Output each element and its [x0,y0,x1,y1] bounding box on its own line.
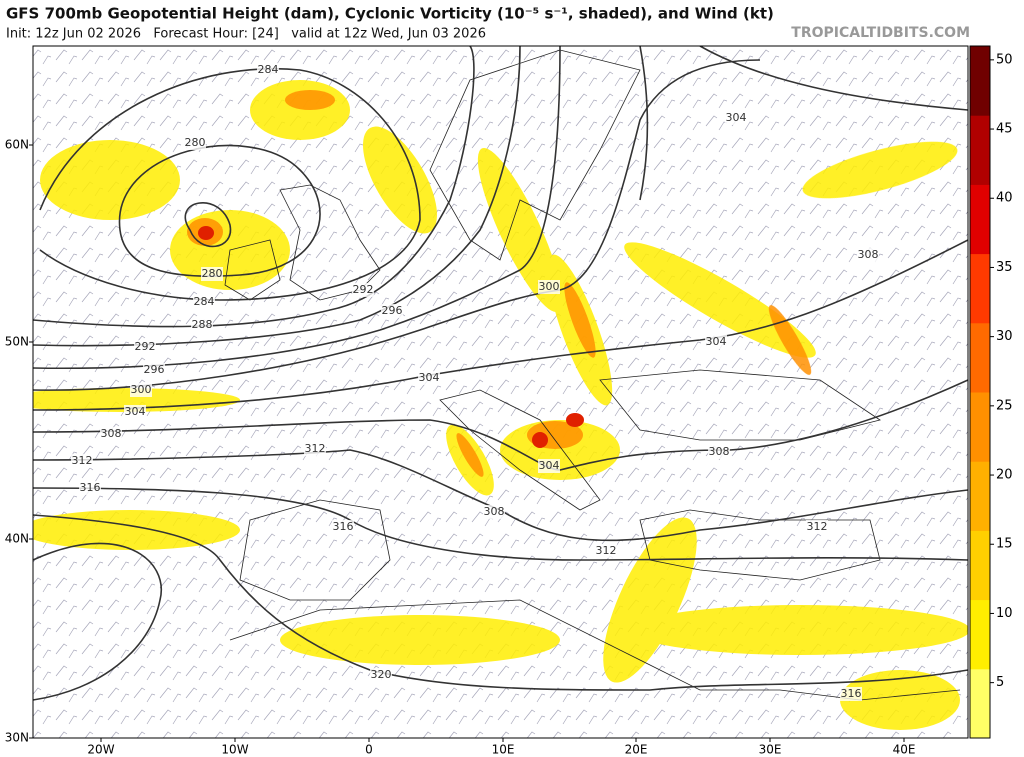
colorbar-tick-label: 30 [996,329,1013,344]
map-frame [32,45,969,739]
contour-label: 300 [131,383,152,396]
contour-label: 312 [72,454,93,467]
colorbar-tick-label: 15 [996,537,1013,552]
lon-label: 10W [221,743,248,757]
contour-label: 316 [841,687,862,700]
contour-label: 288 [192,318,213,331]
contour-label-bg [538,459,560,473]
colorbar-band [970,253,990,324]
contour-label: 308 [484,505,505,518]
contour-label-bg [595,544,617,558]
contour-label-bg [806,520,828,534]
contour-label: 316 [333,520,354,533]
subtitle: Init: 12z Jun 02 2026 Forecast Hour: [24… [6,27,486,42]
contour-label-bg [191,318,213,332]
colorbar-band [970,392,990,462]
colorbar-band [970,115,990,185]
contour-label-bg [304,442,326,456]
contour-label-bg [381,304,403,318]
colorbar-band [970,46,990,116]
colorbar-band [970,530,990,601]
contour-label-bg [71,454,93,468]
vorticity-shading [33,80,968,730]
contour-label-bg [538,280,560,294]
contour-label: 292 [353,283,374,296]
lon-label: 10E [492,743,515,757]
contour-label-bg [130,383,152,397]
lon-label: 0 [365,743,373,757]
contour-label-bg [257,63,279,77]
colorbar-tick-label: 25 [996,398,1013,413]
colorbar-band [970,599,990,670]
contour-label: 280 [185,136,206,149]
contour-label: 304 [419,371,440,384]
colorbar-band [970,668,990,739]
contour-label-bg [134,340,156,354]
title: GFS 700mb Geopotential Height (dam), Cyc… [6,5,774,23]
contour-label-bg [352,283,374,297]
watermark: TROPICALTIDBITS.COM [791,25,970,41]
contour-label-bg [79,481,101,495]
contour-label-bg [483,505,505,519]
contour-label: 320 [371,668,392,681]
lon-label: 20W [87,743,114,757]
colorbar-band [970,461,990,531]
contour-label-bg [100,427,122,441]
lon-label: 30E [759,743,782,757]
colorbar-tick-label: 20 [996,468,1013,483]
contour-label-bg [725,111,747,125]
colorbar-tick-label: 35 [996,260,1013,275]
colorbar-tick-label: 40 [996,191,1013,206]
contour-label-bg [857,248,879,262]
contour-label-bg [332,520,354,534]
contour-label-bg [708,445,730,459]
colorbar-band [970,322,990,393]
colorbar-tick-label: 50 [996,52,1013,67]
contour-label: 296 [144,363,165,376]
lat-label: 40N [5,532,29,546]
map-area [33,46,968,738]
contour-label: 280 [202,267,223,280]
lat-label: 60N [5,138,29,152]
colorbar-frame [969,45,991,739]
contour-label-bg [840,687,862,701]
contour-label-bg [418,371,440,385]
lat-label: 50N [5,335,29,349]
contour-label: 304 [539,459,560,472]
contour-label: 304 [125,405,146,418]
contour-label: 284 [258,63,279,76]
contour-label: 308 [858,248,879,261]
contour-label: 300 [539,280,560,293]
contour-label: 292 [135,340,156,353]
colorbar-band [970,184,990,255]
contour-label-bg [143,363,165,377]
contour-label: 312 [807,520,828,533]
contour-label: 304 [706,335,727,348]
contour-label: 308 [101,427,122,440]
contour-label: 296 [382,304,403,317]
contour-label: 312 [305,442,326,455]
contour-label: 312 [596,544,617,557]
contour-label-bg [370,668,392,682]
contour-label-bg [201,267,223,281]
colorbar-tick-label: 5 [996,675,1004,690]
contour-label-bg [705,335,727,349]
lat-label: 30N [5,731,29,745]
contour-label: 304 [726,111,747,124]
colorbar-tick-label: 45 [996,122,1013,137]
contour-label-bg [124,405,146,419]
contour-label-bg [184,136,206,150]
lon-label: 40E [893,743,916,757]
contour-label: 284 [194,295,215,308]
lon-label: 20E [625,743,648,757]
contour-label-bg [193,295,215,309]
contour-label: 316 [80,481,101,494]
colorbar-tick-label: 10 [996,606,1013,621]
contour-label: 308 [709,445,730,458]
